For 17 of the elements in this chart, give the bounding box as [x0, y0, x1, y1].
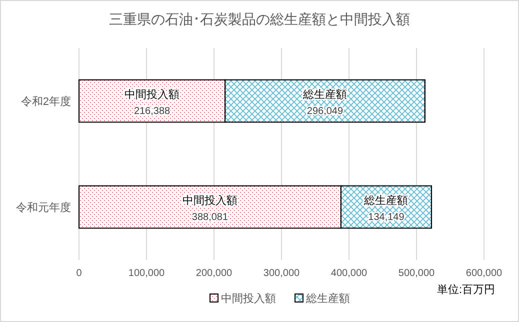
text: 中間投入額	[182, 195, 238, 207]
y-tick-label: 令和2年度	[20, 95, 71, 108]
data-label: 388,081	[192, 212, 228, 223]
x-tick-label: 0	[76, 268, 82, 279]
legend-label: 総生産額	[305, 292, 350, 305]
x-tick-label: 300,000	[263, 268, 300, 279]
chart-title: 三重県の石油･石炭製品の総生産額と中間投入額	[109, 11, 410, 27]
x-tick-label: 400,000	[330, 268, 368, 279]
x-tick-label: 100,000	[128, 268, 166, 279]
x-tick-label: 600,000	[466, 268, 503, 279]
text: 中間投入額	[124, 89, 180, 101]
y-tick-label: 令和元年度	[16, 201, 71, 214]
x-tick-label: 500,000	[398, 268, 436, 279]
x-tick-label: 200,000	[196, 268, 233, 279]
data-label: 216,388	[134, 106, 171, 117]
legend-label: 中間投入額	[221, 292, 276, 305]
text: 単位:百万円	[436, 284, 495, 296]
